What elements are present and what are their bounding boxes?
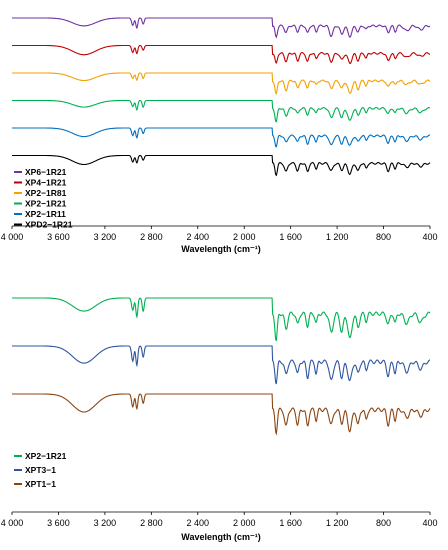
x-tick-label: 3 200 [94, 518, 117, 528]
x-tick-label: 800 [376, 518, 391, 528]
x-tick-label: 2 800 [140, 232, 163, 242]
x-tick-label: 2 400 [187, 232, 210, 242]
x-tick-label: 800 [376, 232, 391, 242]
x-axis-title: Wavelength (cm⁻¹) [181, 244, 260, 254]
x-axis-title: Wavelength (cm⁻¹) [181, 532, 260, 542]
x-tick-label: 1 200 [326, 232, 349, 242]
x-tick-label: 2 000 [233, 232, 256, 242]
series-line [12, 345, 430, 385]
series-line [12, 99, 431, 123]
x-tick-label: 3 600 [47, 232, 70, 242]
x-tick-label: 1 600 [279, 232, 302, 242]
legend-label: XP2−1R11 [25, 209, 66, 219]
series-line [12, 17, 431, 39]
x-tick-label: 4 000 [1, 518, 24, 528]
series-line [12, 127, 430, 148]
legend-label: XP4−1R21 [25, 178, 67, 188]
x-tick-label: 2 000 [233, 518, 256, 528]
series-line [12, 44, 430, 65]
x-tick-label: 2 400 [187, 518, 210, 528]
x-tick-label: 1 600 [279, 518, 302, 528]
legend-label: XP2−1R21 [25, 451, 67, 461]
x-tick-label: 3 600 [47, 518, 70, 528]
series-line [12, 297, 431, 342]
x-tick-label: 4 000 [1, 232, 24, 242]
legend-label: XPT3−1 [25, 465, 56, 475]
x-tick-label: 400 [422, 232, 437, 242]
legend-label: XP2−1R21 [25, 199, 67, 209]
legend-label: XPD2−1R21 [25, 220, 73, 230]
x-tick-label: 3 200 [94, 232, 117, 242]
legend-label: XP2−1R81 [25, 188, 67, 198]
x-tick-label: 1 200 [326, 518, 349, 528]
series-line [12, 72, 431, 95]
x-tick-label: 2 800 [140, 518, 163, 528]
ftir-panel-bottom: 4 000 3 600 3 200 2 800 2 400 2 000 1 600 1 200… [1, 297, 438, 542]
series-line [12, 154, 431, 177]
legend-label: XPT1−1 [25, 479, 56, 489]
series-line [12, 393, 431, 436]
x-tick-label: 400 [422, 518, 437, 528]
legend-label: XP6−1R21 [25, 167, 67, 177]
ftir-panel-top: 4 000 3 600 3 200 2 800 2 400 2 000 1 600 1 200… [1, 17, 438, 254]
